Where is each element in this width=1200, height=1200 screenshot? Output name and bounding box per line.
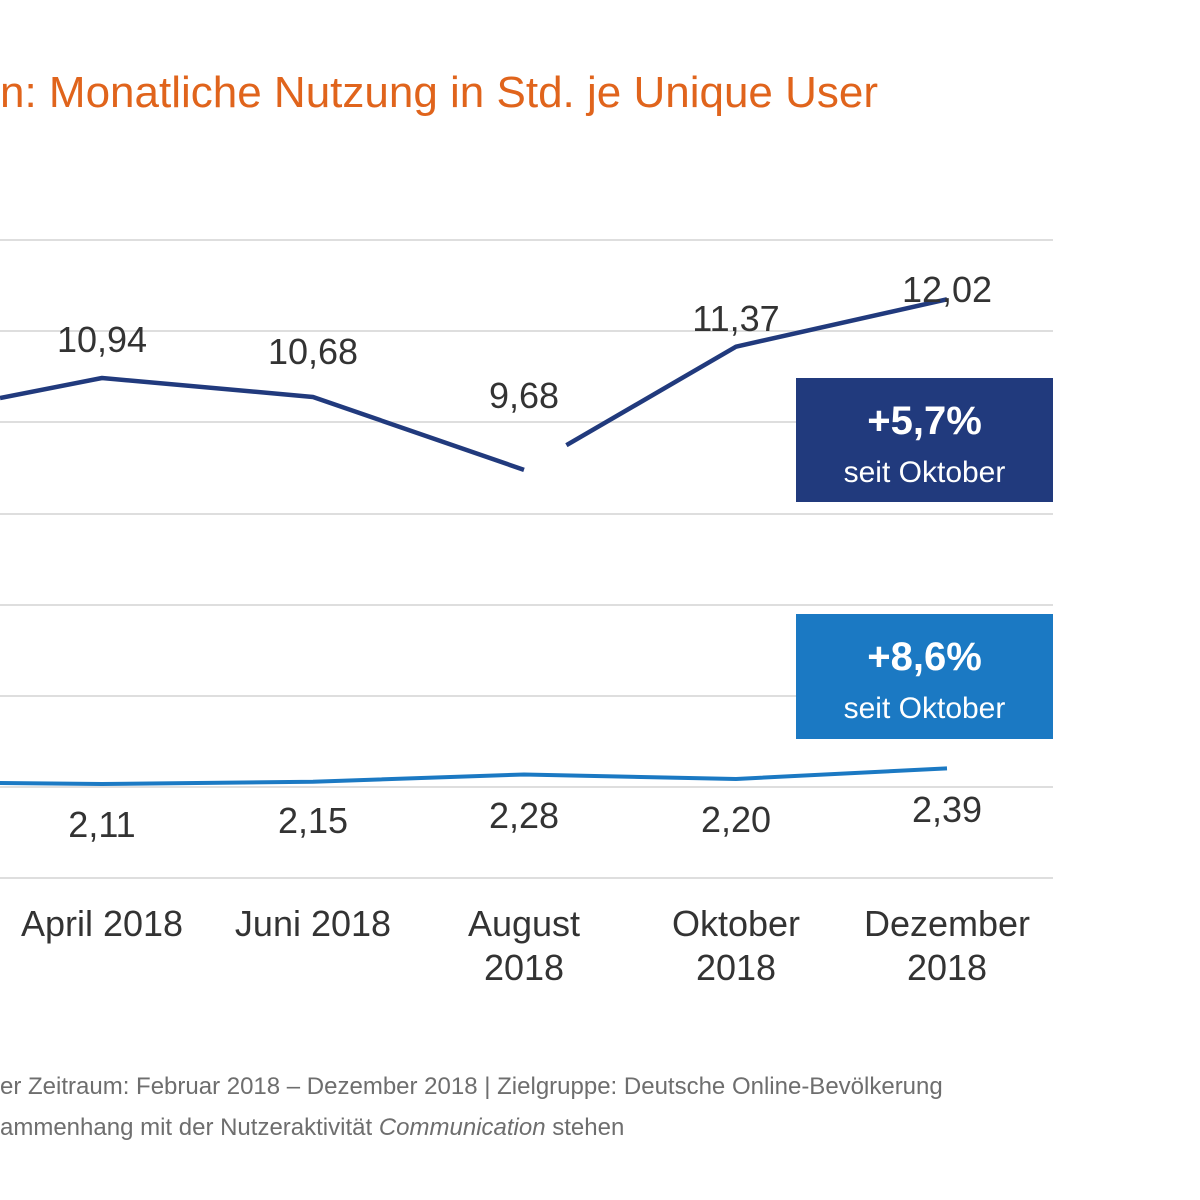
data-label-lower: 2,20 bbox=[701, 799, 771, 840]
data-label-upper: 10,94 bbox=[57, 319, 147, 360]
footnote-note-italic: Communication bbox=[378, 1114, 546, 1141]
series-upper-line-a bbox=[0, 375, 525, 472]
x-tick-label: Dezember 2018 bbox=[864, 903, 1030, 988]
change-badge-caption: seit Oktober bbox=[844, 692, 1006, 725]
change-badge-1 bbox=[796, 614, 1053, 739]
footnote-note-prefix: ammenhang mit der Nutzeraktivität bbox=[0, 1114, 379, 1141]
change-badge-caption: seit Oktober bbox=[844, 456, 1006, 489]
data-label-lower: 2,11 bbox=[68, 804, 135, 845]
x-axis-tick-labels: April 2018 Juni 2018 August 2018 Oktober 2018… bbox=[21, 903, 1030, 988]
data-label-upper: 12,02 bbox=[902, 269, 992, 310]
gridlines bbox=[0, 239, 1053, 879]
line-chart: 10,94 10,68 9,68 11,37 12,02 2,11 2,15 2,28 2,20… bbox=[0, 239, 1053, 988]
change-badge-0 bbox=[796, 378, 1053, 502]
data-labels: 10,94 10,68 9,68 11,37 12,02 2,11 2,15 2,28 2,20… bbox=[57, 269, 992, 845]
x-tick-label: August 2018 bbox=[468, 903, 580, 988]
series-lines bbox=[0, 297, 948, 786]
change-badge-value: +8,6% bbox=[867, 635, 982, 679]
data-label-lower: 2,28 bbox=[489, 795, 559, 836]
x-tick-label: April 2018 bbox=[21, 903, 183, 944]
series-lower-line bbox=[0, 766, 948, 786]
data-label-upper: 10,68 bbox=[268, 331, 358, 372]
x-tick-label: Oktober 2018 bbox=[672, 903, 800, 988]
change-badge-value: +5,7% bbox=[867, 399, 982, 443]
data-label-upper: 11,37 bbox=[692, 298, 779, 339]
series-upper-line-b bbox=[565, 297, 948, 448]
change-badges: +5,7% seit Oktober +8,6% seit Oktober bbox=[796, 378, 1053, 739]
chart-title: n: Monatliche Nutzung in Std. je Unique … bbox=[0, 68, 879, 117]
footnote-note-suffix: stehen bbox=[545, 1114, 625, 1141]
footnote-source: er Zeitraum: Februar 2018 – Dezember 201… bbox=[0, 1073, 943, 1100]
footnote-note: ammenhang mit der Nutzeraktivität Commun… bbox=[0, 1114, 624, 1142]
x-tick-label: Juni 2018 bbox=[235, 903, 391, 944]
data-label-lower: 2,39 bbox=[912, 789, 982, 830]
data-label-lower: 2,15 bbox=[278, 800, 348, 841]
data-label-upper: 9,68 bbox=[489, 375, 559, 416]
